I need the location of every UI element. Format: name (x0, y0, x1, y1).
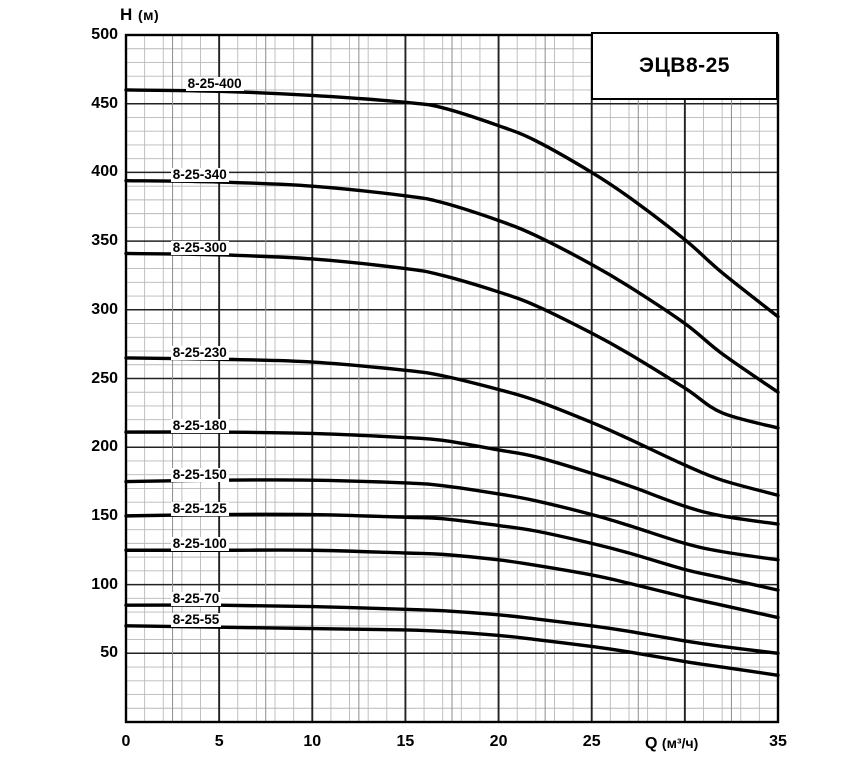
y-axis-tick-450: 450 (91, 94, 118, 112)
x-axis-title-symbol: Q (645, 735, 658, 752)
x-axis-title-unit: (м³/ч) (661, 735, 699, 751)
x-axis-tick-5: 5 (214, 733, 224, 750)
x-axis-tick-10: 10 (303, 733, 322, 750)
curve-label-8-25-125: 8-25-125 (170, 501, 229, 517)
curve-label-8-25-150: 8-25-150 (170, 466, 229, 482)
x-axis-tick-20: 20 (489, 733, 508, 750)
y-axis-tick-150: 150 (91, 506, 118, 524)
y-axis-tick-50: 50 (100, 644, 118, 662)
y-axis-tick-350: 350 (91, 232, 118, 250)
curve-label-8-25-340: 8-25-340 (170, 167, 229, 183)
y-axis-title-symbol: H (120, 5, 133, 24)
y-axis-tick-250: 250 (91, 369, 118, 387)
x-axis-tick-15: 15 (396, 733, 415, 750)
y-axis-tick-500: 500 (91, 26, 118, 43)
curve-label-8-25-230: 8-25-230 (170, 344, 229, 360)
y-axis-tick-labels: 500 450 400 350 300 250 200 150 100 50 (66, 0, 118, 768)
curve-label-8-25-400: 8-25-400 (185, 75, 244, 91)
curve-label-8-25-70: 8-25-70 (170, 591, 222, 607)
curve-label-8-25-180: 8-25-180 (170, 418, 229, 434)
y-axis-tick-300: 300 (91, 300, 118, 318)
x-axis-tick-25: 25 (582, 733, 601, 750)
series-title-label: ЭЦВ8-25 (639, 54, 730, 77)
x-axis-tick-0: 0 (121, 733, 131, 750)
series-title-box: ЭЦВ8-25 (591, 32, 778, 100)
y-axis-tick-200: 200 (91, 438, 118, 456)
curve-label-8-25-300: 8-25-300 (170, 240, 229, 256)
y-axis-title: H (м) (120, 5, 159, 25)
x-axis-tick-35: 35 (769, 733, 787, 750)
y-axis-tick-400: 400 (91, 163, 118, 181)
curve-label-8-25-55: 8-25-55 (170, 612, 222, 628)
x-axis-title: Q (м³/ч) (645, 735, 698, 753)
y-axis-tick-100: 100 (91, 575, 118, 593)
y-axis-title-unit: (м) (138, 7, 160, 23)
curve-label-8-25-100: 8-25-100 (170, 536, 229, 552)
